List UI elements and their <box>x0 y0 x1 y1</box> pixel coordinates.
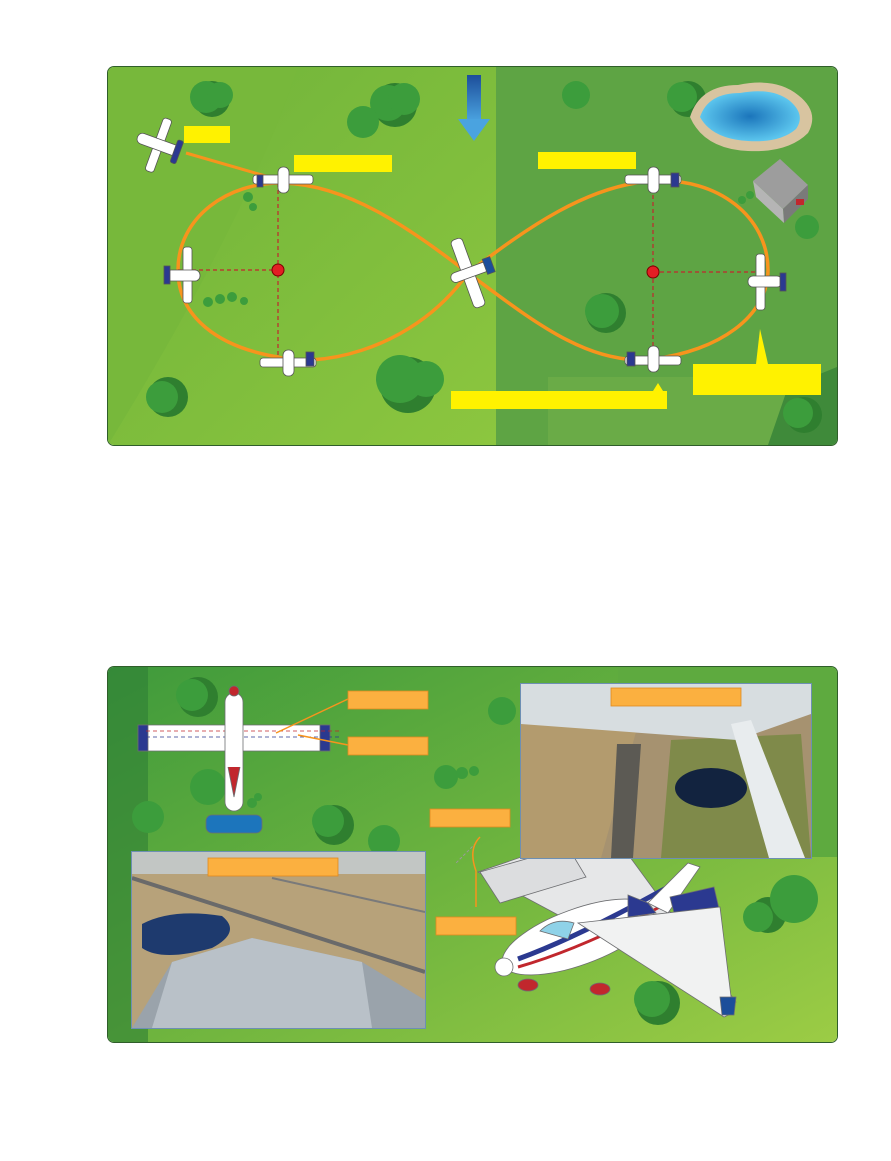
tree-icon <box>132 677 818 1025</box>
inset-photo-left-canvas <box>132 852 425 1028</box>
callout-bottom-right <box>693 364 821 395</box>
label-top-view-b <box>347 736 429 756</box>
tree-icon <box>146 81 822 433</box>
callout-entry <box>184 126 230 143</box>
label-perspective-a <box>429 808 511 828</box>
inset-photo-under-wing <box>520 683 812 859</box>
label-top-view-a <box>347 690 429 710</box>
inset-photo-over-wing <box>131 851 426 1029</box>
label-perspective-b <box>435 916 517 936</box>
wind-arrow-icon <box>458 75 490 141</box>
pivot-point-icon <box>178 181 758 359</box>
top-diagram-canvas <box>108 67 837 445</box>
airplane-perspective-icon <box>477 826 737 1018</box>
barn-icon <box>753 159 808 223</box>
airplane-top-view-icon <box>137 685 342 834</box>
label-photo-right <box>610 687 742 707</box>
label-photo-left <box>207 857 339 877</box>
eights-on-pylons-diagram <box>108 67 837 445</box>
callout-pylon-right <box>538 152 636 169</box>
label-boxes <box>347 690 517 936</box>
callout-bottom-center <box>451 391 667 409</box>
pond-icon <box>690 82 813 152</box>
callout-pylon-left <box>294 155 392 172</box>
callout-boxes <box>184 126 821 409</box>
inset-photo-right-canvas <box>521 684 811 858</box>
airplane-icon <box>136 117 787 377</box>
